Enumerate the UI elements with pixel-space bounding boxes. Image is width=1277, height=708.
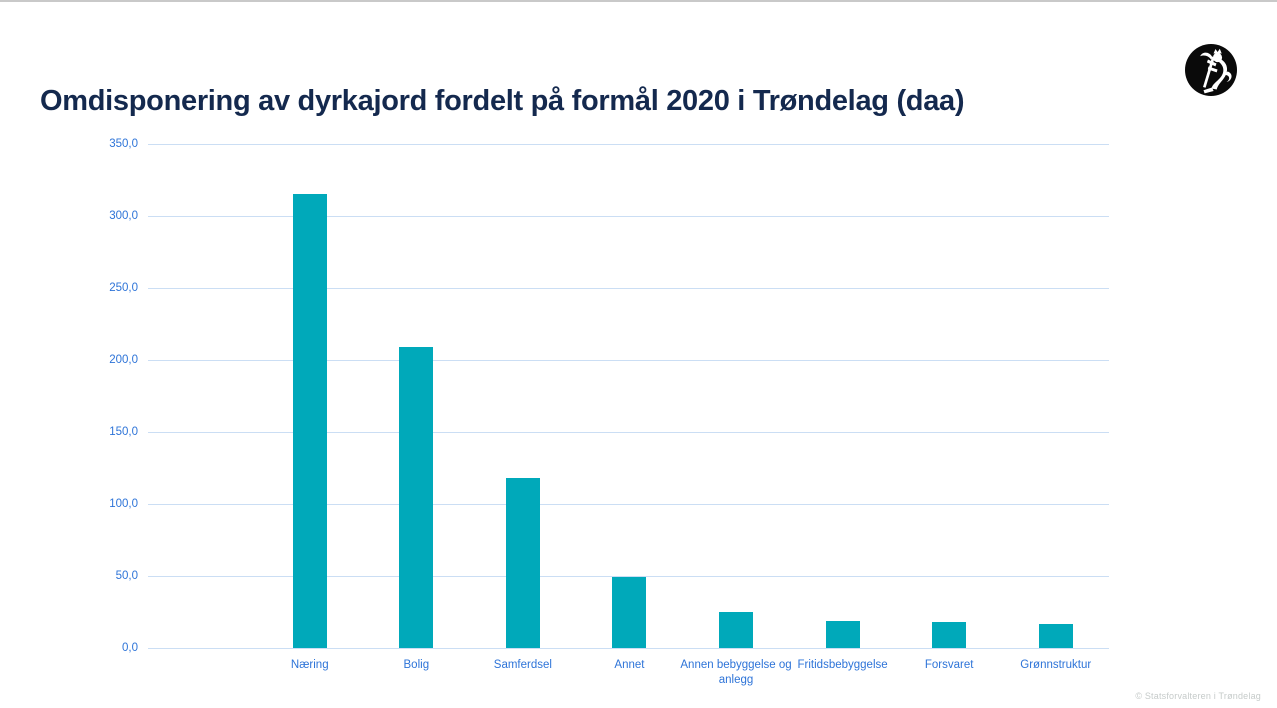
bar-chart: Næring Bolig Samferdsel Annet Annen bebyggel… [148,144,1109,686]
chart-title: Omdisponering av dyrkajord fordelt på fo… [40,85,965,117]
x-category-label: Annen bebyggelse og anlegg [680,659,792,686]
bar-gr-nnstruktur [1038,623,1073,648]
statsforvalteren-logo [1185,44,1237,96]
bar-samferdsel [505,478,540,648]
gridline-300 [148,216,1109,217]
norwegian-lion-icon [1200,48,1232,94]
x-category-label: Næring [290,659,329,671]
y-tick-label: 300,0 [109,210,138,222]
y-tick-label: 50,0 [115,570,138,582]
gridline-350 [148,144,1109,145]
x-category-label: Grønnstruktur [1020,659,1092,671]
x-category-label: Fritidsbebyggelse [797,659,888,671]
gridline-250 [148,288,1109,289]
gridline-0 [148,648,1109,649]
x-category-label: Bolig [403,659,430,671]
bar-fritidsbebyggelse [825,620,860,648]
bar-bolig [399,347,434,648]
bar-annet [612,577,647,648]
bar-n-ring [292,194,327,648]
x-category-label: Samferdsel [493,659,552,671]
x-category-label: Annet [614,659,645,671]
y-tick-label: 350,0 [109,138,138,150]
x-category-label: Forsvaret [924,659,974,671]
gridline-50 [148,576,1109,577]
copyright-footer: © Statsforvalteren i Trøndelag [1135,691,1261,701]
y-tick-label: 0,0 [122,642,138,654]
bar-annen-bebyggelse-og-anlegg [719,612,754,648]
gridline-200 [148,360,1109,361]
bar-forsvaret [932,622,967,648]
y-tick-label: 250,0 [109,282,138,294]
gridline-100 [148,504,1109,505]
y-tick-label: 100,0 [109,498,138,510]
gridline-150 [148,432,1109,433]
y-tick-label: 200,0 [109,354,138,366]
y-tick-label: 150,0 [109,426,138,438]
y-axis: 0,0 50,0 100,0 150,0 200,0 250,0 300,0 350,0 [0,138,138,654]
